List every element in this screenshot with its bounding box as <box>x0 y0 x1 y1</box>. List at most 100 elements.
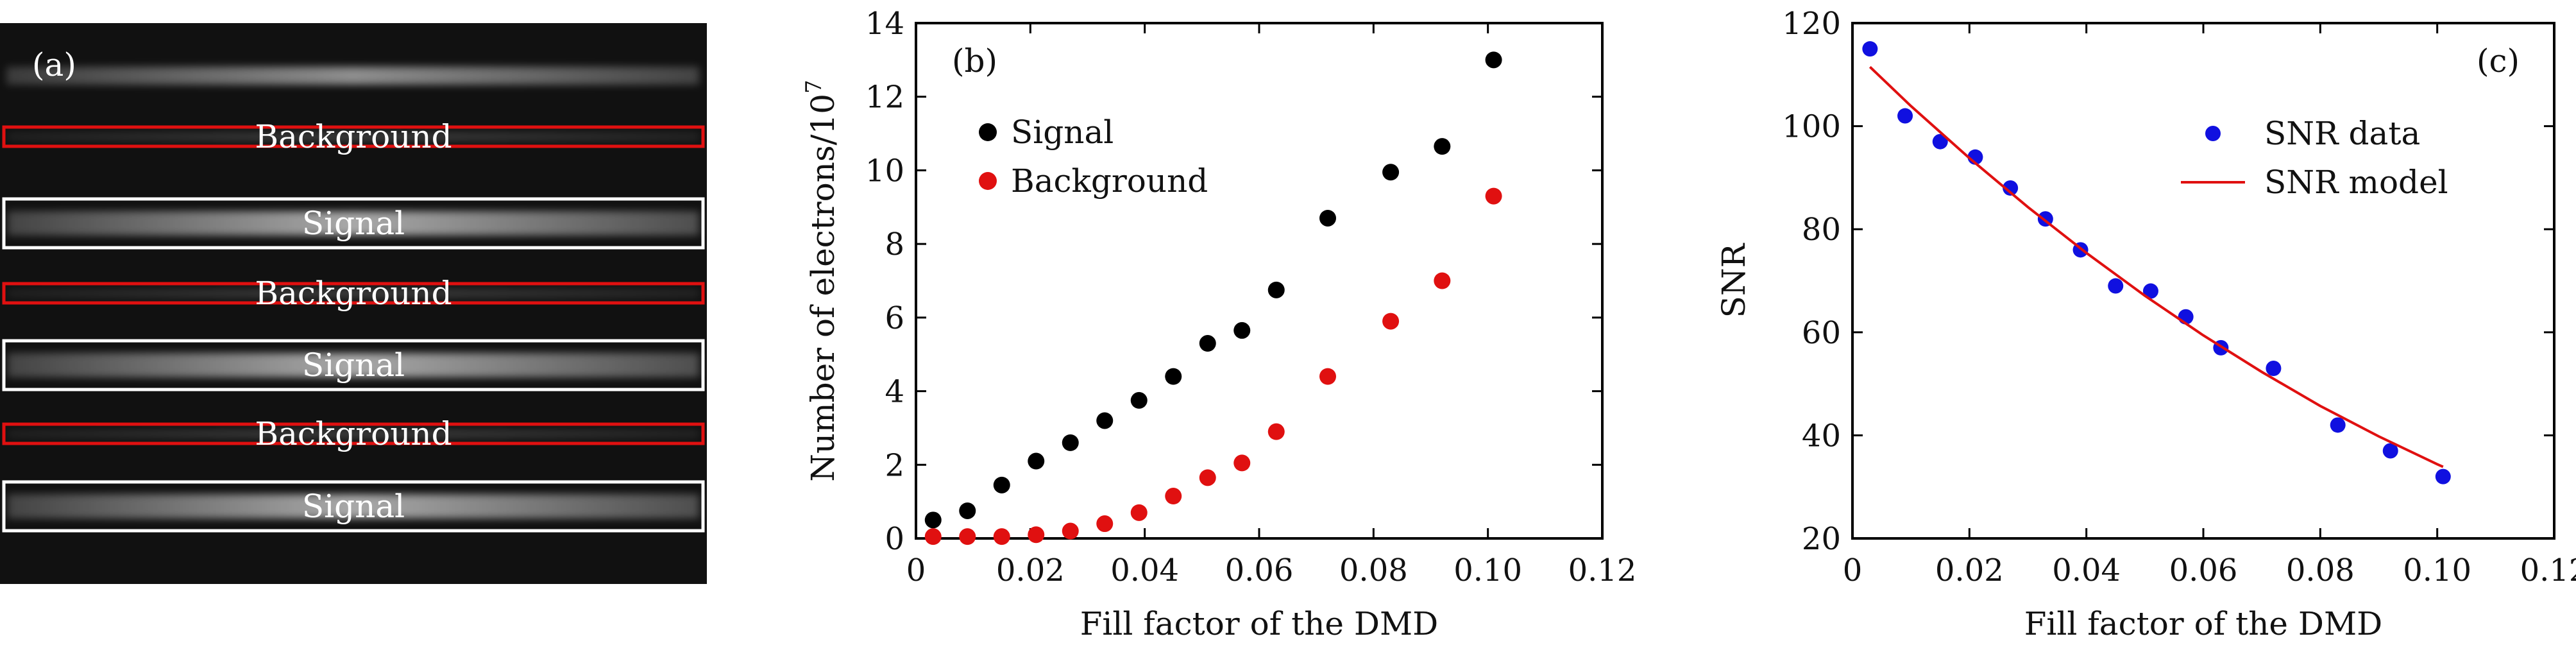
strip-glow <box>8 211 699 236</box>
data-point <box>993 528 1010 545</box>
data-point <box>2266 361 2282 377</box>
data-point <box>1319 209 1336 227</box>
signal-box <box>2 339 705 391</box>
data-point <box>1434 138 1451 155</box>
data-point <box>924 511 942 529</box>
data-point <box>1062 522 1079 540</box>
plot-frame <box>1851 22 2555 540</box>
y-tick-label: 0 <box>885 521 904 557</box>
data-point <box>1267 281 1285 298</box>
panel-c-chart: 0 0.02 0.04 0.06 0.08 0.10 0.12 20 40 60 80 100 120 F… <box>1715 6 2576 642</box>
data-point <box>2003 180 2019 196</box>
y-tick-label: 12 <box>865 80 904 116</box>
y-tick-label: 120 <box>1782 6 1841 42</box>
y-axis-label-exponent: 7 <box>801 80 827 94</box>
legend-label: SNR model <box>2264 164 2448 201</box>
data-point <box>1165 368 1182 385</box>
data-point <box>1233 322 1251 339</box>
strip-glow <box>8 288 699 298</box>
x-tick-label: 0.08 <box>1339 553 1408 588</box>
y-tick-label: 8 <box>885 227 904 262</box>
background-box <box>2 282 705 305</box>
y-axis-label: SNR <box>1715 243 1752 318</box>
x-tick-label: 0.02 <box>1935 553 2004 588</box>
signal-box <box>2 197 705 250</box>
strip-glow <box>8 132 699 142</box>
strip-signal: Signal <box>2 339 705 391</box>
legend-label: SNR data <box>2264 115 2420 152</box>
data-point <box>1199 335 1216 352</box>
y-tick-label: 20 <box>1802 521 1841 557</box>
data-point <box>2435 468 2451 485</box>
strip-glow <box>8 429 699 439</box>
data-point <box>1028 526 1045 544</box>
strip-signal: Signal <box>2 480 705 533</box>
series-background <box>924 187 1502 545</box>
x-tick-label: 0.04 <box>1110 553 1179 588</box>
data-point <box>1233 454 1251 472</box>
legend-label: Signal <box>1011 114 1114 151</box>
legend-marker <box>979 172 997 190</box>
plot-frame <box>915 22 1604 540</box>
y-axis-label: Number of electrons/107 <box>801 80 842 482</box>
data-point <box>959 502 976 519</box>
x-tick-label: 0.02 <box>996 553 1065 588</box>
data-point <box>1382 313 1400 330</box>
signal-label: Signal <box>302 347 405 384</box>
y-tick-label: 100 <box>1782 109 1841 145</box>
data-point <box>1319 368 1336 385</box>
background-box <box>2 422 705 445</box>
panel-a: (a) BackgroundSignalBackgroundSignalBack… <box>0 23 707 584</box>
legend-marker <box>979 123 997 141</box>
y-tick-label: 6 <box>885 300 904 336</box>
data-point <box>1165 488 1182 505</box>
x-tick-label: 0.04 <box>2052 553 2121 588</box>
data-point <box>1932 133 1948 150</box>
y-tick-label: 40 <box>1802 418 1841 454</box>
data-point <box>924 528 942 545</box>
data-point <box>2108 278 2124 294</box>
x-tick-label: 0.06 <box>1225 553 1294 588</box>
data-point <box>1096 412 1114 429</box>
x-tick-label: 0.10 <box>2403 553 2471 588</box>
panel-b-label: (b) <box>952 42 997 80</box>
data-point <box>1862 41 1878 57</box>
data-point <box>1434 272 1451 289</box>
data-point <box>993 476 1010 493</box>
strip-background: Background <box>2 275 705 312</box>
data-point <box>1267 423 1285 440</box>
legend-marker <box>2205 126 2221 141</box>
series-snr-data <box>1862 41 2451 485</box>
y-axis-label-text: Number of electrons/10 <box>804 94 842 482</box>
signal-box <box>2 480 705 533</box>
data-point <box>1062 434 1079 451</box>
background-box <box>2 125 705 148</box>
strip-background: Background <box>2 415 705 452</box>
x-tick-label: 0.06 <box>2169 553 2238 588</box>
strip-background: Background <box>2 118 705 155</box>
x-tick-label: 0.08 <box>2286 553 2355 588</box>
strips: Background Signal Background Signal Backgrou… <box>2 118 705 533</box>
legend-label: Background <box>1011 162 1208 200</box>
y-tick-label: 14 <box>865 6 904 42</box>
legend: Signal Background <box>979 114 1208 200</box>
panel-c-label: (c) <box>2477 42 2520 80</box>
data-point <box>1382 164 1400 181</box>
data-point <box>2142 283 2158 299</box>
strip-signal: Signal <box>2 197 705 250</box>
data-point <box>1199 469 1216 486</box>
series-signal <box>924 51 1502 529</box>
data-point <box>1485 51 1502 69</box>
y-tick-label: 10 <box>865 153 904 189</box>
top-glow-strip <box>6 67 699 85</box>
strip-glow <box>8 494 699 519</box>
panel-b-chart: 0 0.02 0.04 0.06 0.08 0.10 0.12 0 2 4 6 8 10 12 14 Fill… <box>801 6 1636 642</box>
background-label: Background <box>255 275 452 312</box>
x-tick-label: 0.12 <box>1568 553 1637 588</box>
background-label: Background <box>255 118 452 155</box>
y-tick-label: 4 <box>885 374 904 410</box>
series-snr-model <box>1868 65 2444 468</box>
strip-glow <box>8 353 699 377</box>
data-point <box>1028 452 1045 470</box>
